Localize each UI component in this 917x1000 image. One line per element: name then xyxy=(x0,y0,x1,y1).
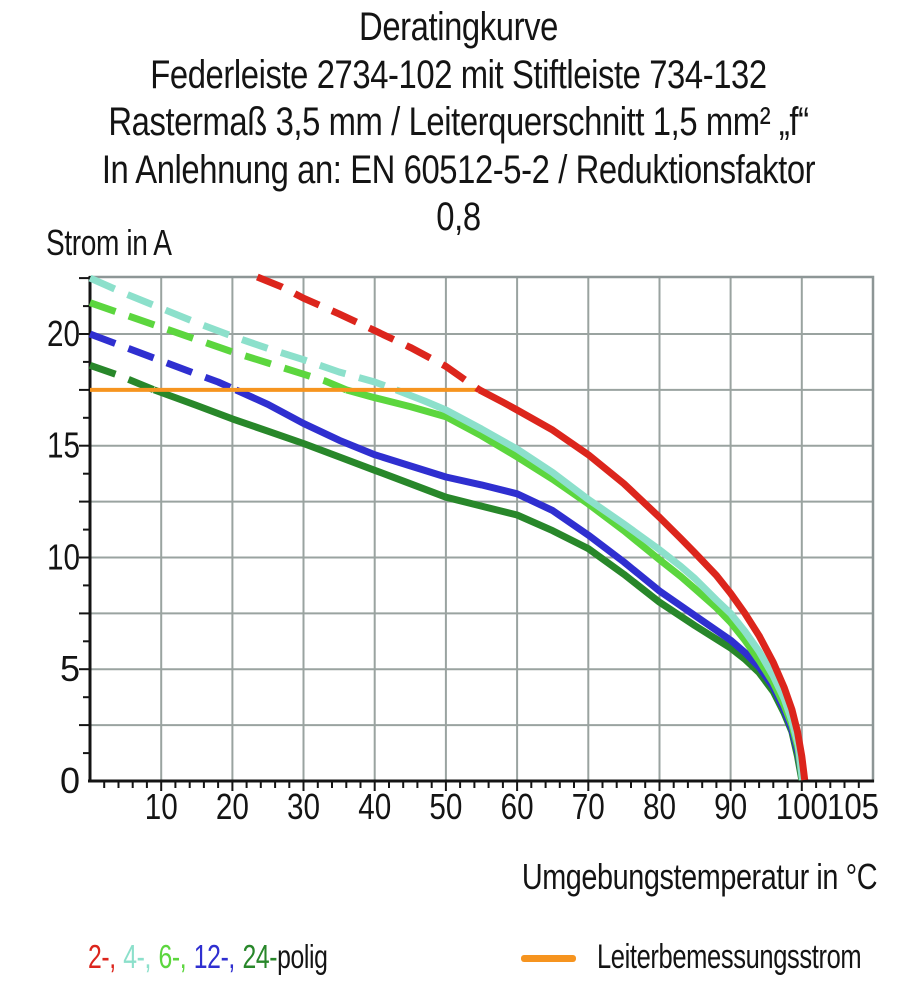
y-axis-title: Strom in A xyxy=(46,222,172,263)
rated-current-label: Leiterbemessungsstrom xyxy=(597,938,862,976)
svg-text:60: 60 xyxy=(501,786,534,827)
curves xyxy=(88,273,809,781)
chart-title-line-4: In Anlehnung an: EN 60512-5-2 / Reduktio… xyxy=(101,147,816,240)
legend-pole-label: 2-, xyxy=(88,938,116,975)
legend-pole-label: 12-, xyxy=(193,938,236,975)
curve-6-polig xyxy=(88,299,348,394)
svg-text:15: 15 xyxy=(47,425,80,466)
svg-text:20: 20 xyxy=(47,313,80,354)
poles-legend-suffix: polig xyxy=(277,938,328,975)
axis-ticks xyxy=(79,277,860,791)
svg-text:80: 80 xyxy=(643,786,676,827)
svg-text:10: 10 xyxy=(145,786,178,827)
svg-text:50: 50 xyxy=(429,786,462,827)
svg-text:70: 70 xyxy=(572,786,605,827)
svg-text:30: 30 xyxy=(287,786,320,827)
legend-pole-label: 6-, xyxy=(158,938,187,975)
curve-24-polig xyxy=(88,361,156,394)
svg-text:100: 100 xyxy=(776,786,828,827)
plot-frame xyxy=(88,275,875,783)
rated-current-swatch xyxy=(521,955,576,962)
svg-text:20: 20 xyxy=(216,786,249,827)
svg-text:5: 5 xyxy=(60,648,80,689)
legend-pole-label: 4-, xyxy=(123,938,152,975)
curve-2-polig xyxy=(477,386,809,781)
poles-items: 2-, 4-, 6-, 12-, 24- xyxy=(88,938,277,975)
svg-text:105: 105 xyxy=(827,786,879,827)
poles-legend: 2-, 4-, 6-, 12-, 24-polig xyxy=(88,938,328,976)
chart-title-line-2: Federleiste 2734-102 mit Stiftleiste 734… xyxy=(150,52,767,97)
chart-title-line-3: Rastermaß 3,5 mm / Leiterquerschnitt 1,5… xyxy=(108,100,809,144)
chart-title-line-1: Deratingkurve xyxy=(359,5,558,49)
legend-pole-label: 24- xyxy=(242,938,278,975)
curve-4-polig xyxy=(394,386,806,781)
gridlines xyxy=(90,277,873,781)
curve-4-polig xyxy=(88,274,398,394)
x-axis-title: Umgebungstemperatur in °C xyxy=(521,856,878,897)
svg-text:40: 40 xyxy=(358,786,391,827)
svg-text:0: 0 xyxy=(60,760,80,801)
curve-12-polig xyxy=(88,330,238,394)
tick-labels: 10 20 30 40 50 60 70 80 90 100 105 0 5 10 15 20 xyxy=(47,313,879,827)
chart-title-block: Deratingkurve Federleiste 2734-102 mit S… xyxy=(83,4,835,242)
svg-text:90: 90 xyxy=(714,786,747,827)
svg-text:10: 10 xyxy=(47,537,80,578)
